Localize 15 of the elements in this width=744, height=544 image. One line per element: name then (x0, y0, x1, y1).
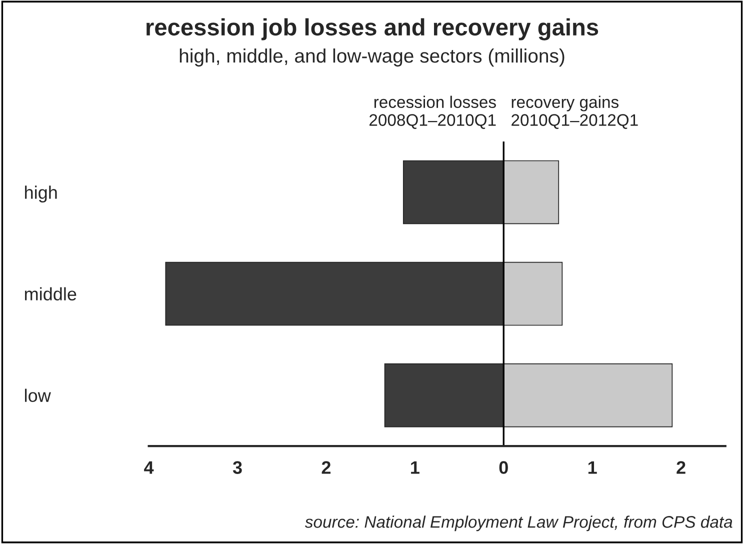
x-tick-label: 2 (322, 461, 331, 474)
series-label: recession losses 2008Q1–2010Q1 (369, 96, 496, 129)
y-tick-label: low (25, 388, 51, 402)
x-tick-label: 1 (588, 461, 597, 474)
y-tick-label: middle (25, 287, 76, 300)
x-tick-label: 3 (232, 461, 242, 474)
chart-subtitle: high, middle, and low-wage sectors (millions) (180, 48, 564, 67)
chart-title: recession job losses and recovery gains (146, 18, 598, 40)
y-tick-label: high (25, 186, 57, 202)
x-tick-label: 2 (676, 461, 686, 474)
x-tick-label: 0 (499, 461, 508, 474)
x-tick-label: 1 (411, 461, 420, 474)
source-note: source: National Employment Law Project, from CPS data (304, 516, 732, 532)
x-tick-label: 4 (144, 461, 154, 474)
series-label: recovery gains 2010Q1–2012Q1 (512, 96, 638, 129)
